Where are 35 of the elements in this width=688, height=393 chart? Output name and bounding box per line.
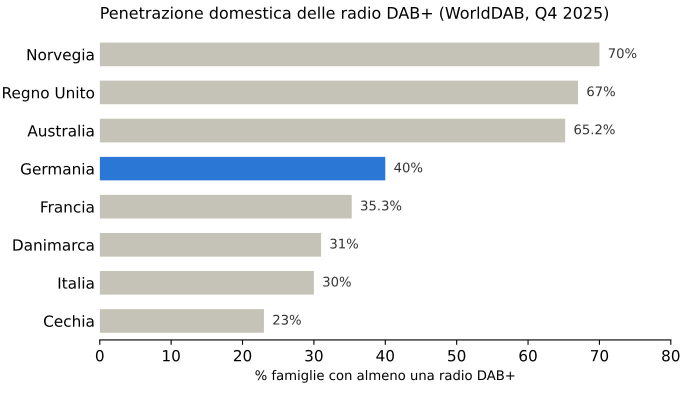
y-tick-label: Danimarca [13, 238, 94, 251]
bar [100, 309, 264, 333]
data-label: 40% [394, 162, 422, 172]
x-axis-title: % famiglie con almeno una radio DAB+ [255, 370, 514, 383]
bar [100, 194, 352, 218]
bar [100, 156, 386, 180]
data-label: 35.3% [361, 200, 402, 211]
chart-title: Penetrazione domestica delle radio DAB+ (WorldDAB, Q4 2025) [101, 6, 608, 21]
data-label: 70% [608, 48, 636, 58]
x-tick-label: 40 [376, 350, 394, 362]
y-tick-label: Francia [41, 200, 94, 213]
y-tick-label: Australia [27, 124, 94, 137]
data-label: 30% [323, 276, 351, 287]
x-tick-label: 70 [590, 350, 608, 362]
x-tick-label: 80 [662, 350, 680, 362]
y-tick-label: Norvegia [28, 48, 94, 64]
x-tick-label: 0 [96, 350, 104, 362]
x-tick-label: 10 [163, 350, 180, 362]
x-tick-label: 30 [305, 350, 323, 362]
y-tick-label: Germania [20, 162, 94, 175]
x-tick-label: 50 [448, 350, 466, 362]
x-tick-label: 20 [234, 350, 252, 362]
y-tick-label: Italia [58, 277, 94, 289]
y-tick-label: Cechia [44, 315, 94, 327]
bar [100, 42, 600, 66]
data-label: 67% [587, 86, 615, 96]
y-tick-label: Regno Unito [3, 86, 94, 102]
bar [100, 80, 578, 104]
data-label: 65.2% [574, 124, 615, 134]
data-label: 23% [273, 314, 301, 325]
bar [100, 271, 314, 295]
bar [100, 118, 566, 142]
data-label: 31% [330, 238, 358, 249]
x-tick-label: 60 [519, 350, 537, 362]
bar [100, 232, 322, 257]
